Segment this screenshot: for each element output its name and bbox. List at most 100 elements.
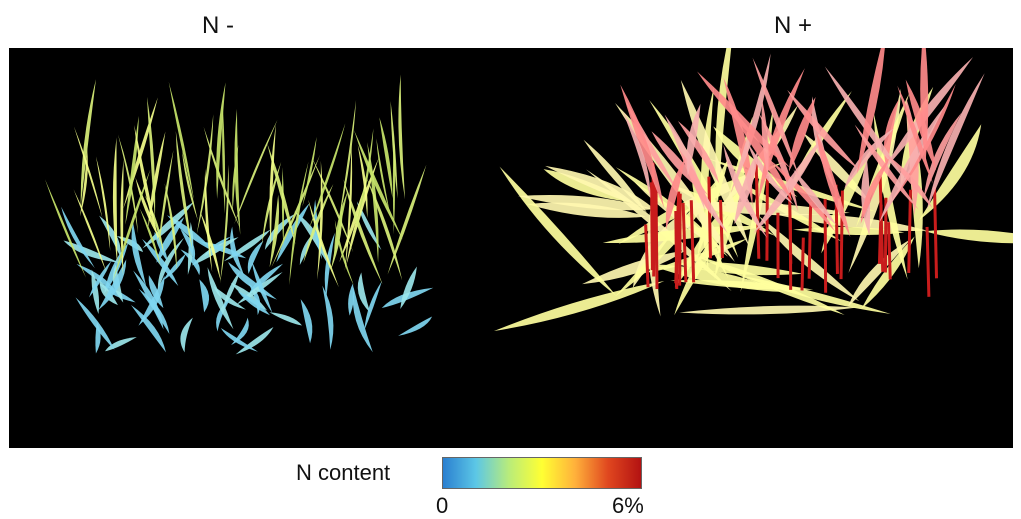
- stem: [689, 200, 696, 283]
- stem: [678, 193, 682, 286]
- leaf: [308, 123, 346, 230]
- leaf: [897, 85, 933, 184]
- leaf: [73, 126, 103, 218]
- leaf: [131, 221, 147, 286]
- leaf: [545, 165, 657, 212]
- stem: [652, 185, 657, 277]
- leaf: [679, 305, 858, 315]
- colorbar: [442, 457, 642, 489]
- leaf: [125, 115, 139, 225]
- leaf: [787, 89, 860, 171]
- colorbar-max-label: 6%: [612, 493, 644, 518]
- leaf: [302, 136, 317, 207]
- stem: [925, 226, 931, 297]
- leaf: [742, 275, 891, 314]
- leaf: [924, 229, 1013, 244]
- leaf: [686, 103, 701, 177]
- stem: [877, 204, 883, 264]
- leaf: [879, 106, 945, 223]
- leaf: [120, 159, 124, 276]
- leaf: [854, 124, 919, 210]
- leaf: [222, 103, 226, 214]
- leaf: [234, 119, 278, 225]
- leaf: [142, 238, 179, 286]
- leaf: [886, 154, 933, 209]
- leaf: [379, 117, 393, 199]
- stem: [800, 237, 805, 291]
- leaf: [89, 261, 112, 298]
- leaf: [247, 240, 264, 274]
- leaf: [677, 120, 720, 184]
- stem: [754, 159, 761, 259]
- leaf: [811, 96, 835, 190]
- leaf: [232, 144, 239, 212]
- leaf: [199, 279, 210, 313]
- leaf: [180, 317, 193, 353]
- leaf: [237, 291, 270, 316]
- leaf: [95, 322, 101, 354]
- leaf: [73, 189, 107, 273]
- leaf: [98, 259, 127, 311]
- stem: [719, 199, 724, 259]
- leaf: [322, 285, 334, 350]
- leaf: [357, 144, 368, 219]
- leaf: [398, 316, 433, 336]
- stem: [807, 202, 813, 279]
- leaf: [526, 202, 646, 218]
- panel-title-n-minus: N -: [202, 12, 234, 39]
- leaf: [235, 326, 274, 355]
- leaf: [131, 304, 166, 353]
- leaf: [79, 148, 88, 217]
- leaf: [154, 232, 168, 262]
- leaf: [251, 261, 273, 313]
- leaf: [112, 169, 151, 281]
- leaf: [920, 48, 929, 163]
- low-nitrogen-canopy: [44, 74, 434, 355]
- leaf: [180, 249, 200, 276]
- leaf: [317, 160, 323, 280]
- leaf: [727, 102, 793, 201]
- stem: [933, 186, 939, 279]
- panel-title-n-plus: N +: [773, 12, 812, 39]
- stem: [644, 224, 650, 288]
- leaf: [180, 229, 196, 261]
- leaf: [216, 298, 231, 332]
- leaf: [168, 81, 194, 200]
- leaf: [620, 84, 665, 208]
- leaf: [364, 281, 382, 331]
- leaf: [338, 100, 357, 224]
- canopy-render-area: [9, 48, 1013, 448]
- leaf: [63, 240, 120, 263]
- leaf: [905, 79, 937, 171]
- stem: [907, 189, 912, 273]
- leaf: [352, 287, 373, 353]
- leaf: [228, 262, 277, 300]
- leaf: [357, 272, 371, 313]
- leaf: [147, 131, 166, 230]
- high-nitrogen-canopy: [493, 48, 1013, 332]
- leaf: [752, 57, 799, 176]
- leaf: [381, 287, 434, 308]
- leaf: [390, 101, 398, 199]
- leaf: [353, 130, 403, 240]
- leaf: [269, 194, 280, 268]
- leaf: [269, 124, 276, 247]
- leaf: [734, 150, 759, 225]
- leaf: [216, 82, 226, 200]
- leaf: [312, 158, 354, 253]
- leaf: [231, 317, 249, 346]
- leaf: [281, 167, 285, 248]
- leaf: [847, 238, 912, 307]
- leaf: [135, 177, 161, 242]
- leaf: [856, 48, 885, 174]
- leaf: [499, 166, 617, 297]
- leaf: [207, 267, 234, 330]
- leaf: [761, 100, 769, 178]
- leaf: [816, 131, 851, 238]
- leaf: [300, 299, 313, 344]
- leaf: [158, 150, 174, 247]
- leaf: [334, 191, 348, 258]
- leaf: [793, 169, 837, 225]
- stem: [681, 202, 688, 283]
- leaf: [199, 210, 221, 281]
